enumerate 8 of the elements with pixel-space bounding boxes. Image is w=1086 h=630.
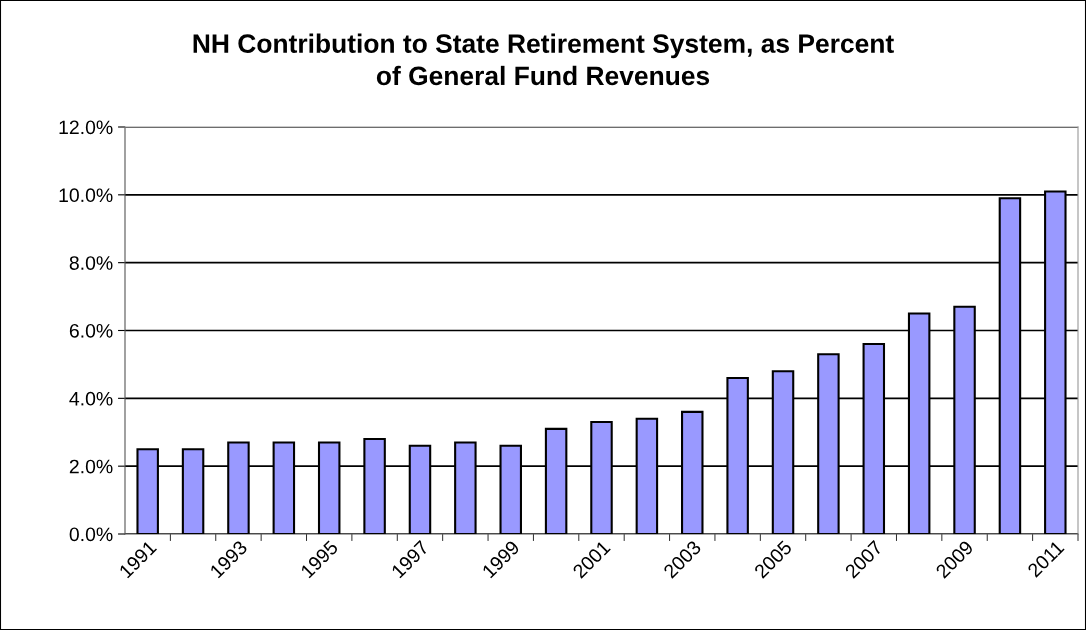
y-tick-label: 6.0% xyxy=(69,323,113,338)
y-tick-label: 10.0% xyxy=(59,188,113,203)
y-tick-label: 0.0% xyxy=(69,527,113,542)
y-tick-label: 4.0% xyxy=(69,391,113,406)
chart-title: NH Contribution to State Retirement System, as Percent of General Fund Revenues xyxy=(193,33,894,86)
y-tick-label: 2.0% xyxy=(69,459,113,474)
y-tick-label: 12.0% xyxy=(59,120,113,135)
y-tick-label: 8.0% xyxy=(69,256,113,270)
